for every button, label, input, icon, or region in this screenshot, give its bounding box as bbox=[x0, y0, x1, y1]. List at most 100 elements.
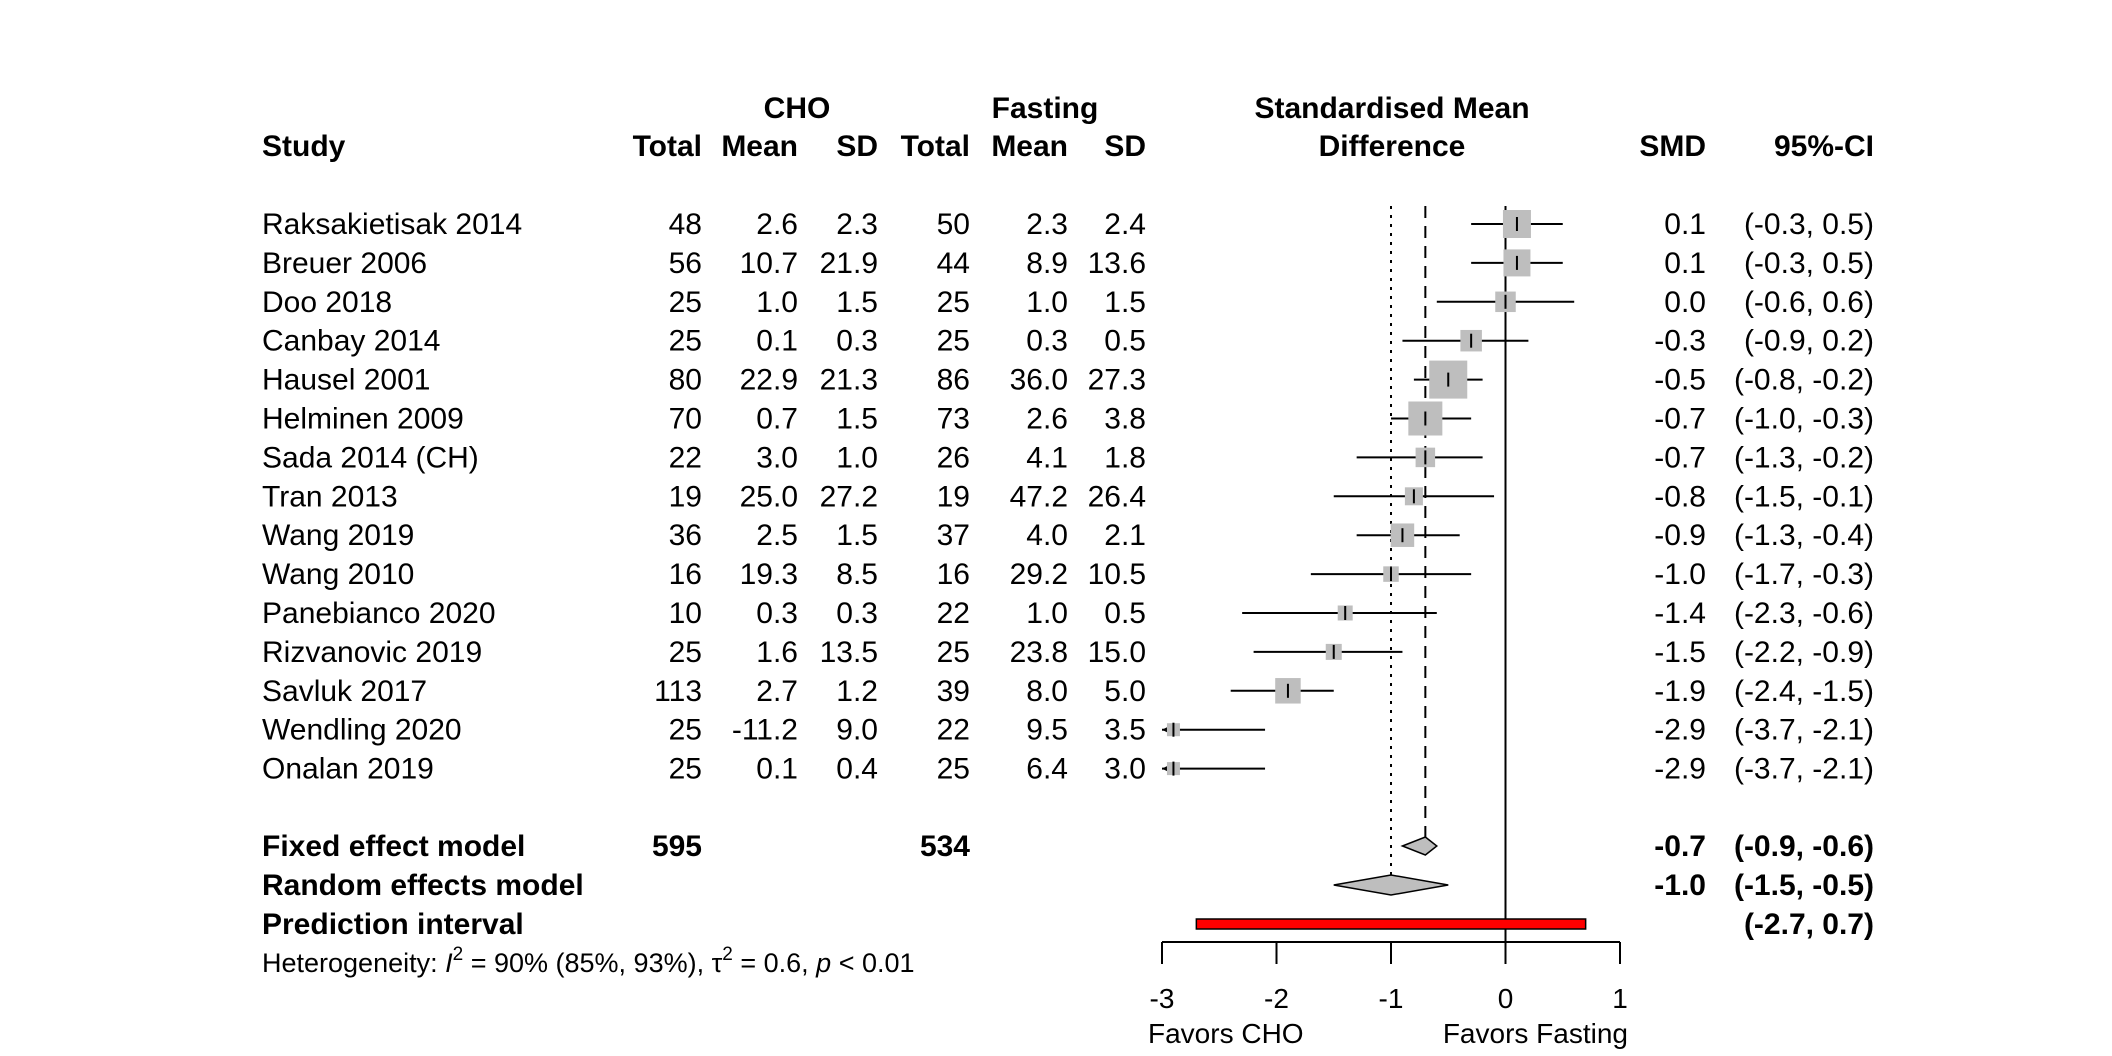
ci-value: (-2.4, -1.5) bbox=[1734, 675, 1874, 708]
fasting-mean: 2.3 bbox=[1026, 208, 1068, 241]
prediction-ci-value: (-2.7, 0.7) bbox=[1744, 908, 1874, 941]
header-fasting-total: Total bbox=[901, 130, 970, 163]
header-cho-mean: Mean bbox=[721, 130, 798, 163]
fasting-sd: 10.5 bbox=[1088, 558, 1146, 591]
fasting-sd: 2.1 bbox=[1104, 519, 1146, 552]
fasting-sd: 3.5 bbox=[1104, 714, 1146, 747]
fasting-sd: 27.3 bbox=[1088, 364, 1146, 397]
cho-mean: 1.6 bbox=[756, 636, 798, 669]
study-name: Wang 2010 bbox=[262, 558, 414, 591]
fixed-effect-label: Fixed effect model bbox=[262, 830, 525, 863]
cho-mean: 0.1 bbox=[756, 753, 798, 786]
ci-value: (-0.8, -0.2) bbox=[1734, 364, 1874, 397]
header-cho-total: Total bbox=[633, 130, 702, 163]
cho-total: 80 bbox=[669, 364, 702, 397]
study-name: Helminen 2009 bbox=[262, 403, 464, 436]
header-fasting-sd: SD bbox=[1104, 130, 1146, 163]
fasting-sd: 0.5 bbox=[1104, 597, 1146, 630]
cho-mean: 0.3 bbox=[756, 597, 798, 630]
random-smd-value: -1.0 bbox=[1654, 869, 1706, 902]
fasting-mean: 23.8 bbox=[1010, 636, 1068, 669]
cho-mean: 0.7 bbox=[756, 403, 798, 436]
smd-value: 0.1 bbox=[1664, 208, 1706, 241]
header-smd: SMD bbox=[1639, 130, 1706, 163]
fasting-total: 19 bbox=[937, 480, 970, 513]
fasting-mean: 36.0 bbox=[1010, 364, 1068, 397]
x-axis-tick-label: -2 bbox=[1264, 983, 1289, 1014]
study-name: Rizvanovic 2019 bbox=[262, 636, 482, 669]
study-name: Sada 2014 (CH) bbox=[262, 441, 479, 474]
fasting-mean: 6.4 bbox=[1026, 753, 1068, 786]
tau2-superscript: 2 bbox=[722, 944, 733, 965]
smd-value: 0.0 bbox=[1664, 286, 1706, 319]
study-name: Onalan 2019 bbox=[262, 753, 434, 786]
fasting-mean: 4.0 bbox=[1026, 519, 1068, 552]
fasting-mean: 9.5 bbox=[1026, 714, 1068, 747]
cho-total: 16 bbox=[669, 558, 702, 591]
cho-mean: 10.7 bbox=[740, 247, 798, 280]
study-name: Savluk 2017 bbox=[262, 675, 427, 708]
cho-sd: 27.2 bbox=[820, 480, 878, 513]
cho-total: 56 bbox=[669, 247, 702, 280]
fasting-sd: 3.8 bbox=[1104, 403, 1146, 436]
study-name: Canbay 2014 bbox=[262, 325, 440, 358]
ci-value: (-2.3, -0.6) bbox=[1734, 597, 1874, 630]
study-name: Wang 2019 bbox=[262, 519, 414, 552]
heterogeneity-text: Heterogeneity: I2 = 90% (85%, 93%), τ2 =… bbox=[262, 944, 915, 978]
study-name: Wendling 2020 bbox=[262, 714, 462, 747]
cho-sd: 1.0 bbox=[836, 441, 878, 474]
cho-mean: 0.1 bbox=[756, 325, 798, 358]
table-text-layer: CHO Fasting Standardised Mean Study Total Mea… bbox=[262, 92, 1874, 978]
smd-value: -1.4 bbox=[1654, 597, 1706, 630]
cho-sd: 21.3 bbox=[820, 364, 878, 397]
x-axis-tick-label: -1 bbox=[1379, 983, 1404, 1014]
ci-value: (-3.7, -2.1) bbox=[1734, 714, 1874, 747]
fasting-total: 25 bbox=[937, 636, 970, 669]
fixed-ci-value: (-0.9, -0.6) bbox=[1734, 830, 1874, 863]
cho-total: 70 bbox=[669, 403, 702, 436]
plot-area: -3 -2 -1 0 1 Favors CHO Favors Fasting bbox=[1148, 206, 1628, 1049]
fasting-mean: 8.0 bbox=[1026, 675, 1068, 708]
ci-value: (-3.7, -2.1) bbox=[1734, 753, 1874, 786]
smd-value: -1.5 bbox=[1654, 636, 1706, 669]
smd-value: -0.8 bbox=[1654, 480, 1706, 513]
ci-value: (-1.0, -0.3) bbox=[1734, 403, 1874, 436]
header-cho-sd: SD bbox=[836, 130, 878, 163]
study-name: Doo 2018 bbox=[262, 286, 392, 319]
cho-total: 113 bbox=[654, 675, 702, 708]
cho-sd: 0.3 bbox=[836, 325, 878, 358]
cho-total: 48 bbox=[669, 208, 702, 241]
fasting-total: 86 bbox=[937, 364, 970, 397]
cho-mean: 2.5 bbox=[756, 519, 798, 552]
x-axis-tick-label: 1 bbox=[1612, 983, 1628, 1014]
x-axis-left-label: Favors CHO bbox=[1148, 1018, 1304, 1049]
smd-value: -0.3 bbox=[1654, 325, 1706, 358]
fasting-total: 50 bbox=[937, 208, 970, 241]
tau2-symbol: τ bbox=[712, 948, 723, 978]
heterogeneity-prefix: Heterogeneity: bbox=[262, 948, 445, 978]
x-axis-tick-label: -3 bbox=[1150, 983, 1175, 1014]
fasting-total: 39 bbox=[937, 675, 970, 708]
cho-total: 36 bbox=[669, 519, 702, 552]
cho-total: 25 bbox=[669, 325, 702, 358]
cho-mean: 25.0 bbox=[740, 480, 798, 513]
cho-total: 19 bbox=[669, 480, 702, 513]
header-plot-title-line1: Standardised Mean bbox=[1254, 92, 1529, 125]
fasting-mean: 8.9 bbox=[1026, 247, 1068, 280]
header-group-cho: CHO bbox=[764, 92, 831, 125]
fasting-mean: 1.0 bbox=[1026, 597, 1068, 630]
cho-total: 10 bbox=[669, 597, 702, 630]
i2-symbol: I bbox=[445, 948, 453, 978]
smd-value: 0.1 bbox=[1664, 247, 1706, 280]
fixed-fasting-total: 534 bbox=[920, 830, 970, 863]
fasting-total: 25 bbox=[937, 753, 970, 786]
cho-mean: 19.3 bbox=[740, 558, 798, 591]
fasting-sd: 1.8 bbox=[1104, 441, 1146, 474]
fasting-sd: 1.5 bbox=[1104, 286, 1146, 319]
random-effects-diamond bbox=[1333, 874, 1449, 896]
p-symbol: p bbox=[815, 948, 831, 978]
fasting-mean: 1.0 bbox=[1026, 286, 1068, 319]
fasting-sd: 0.5 bbox=[1104, 325, 1146, 358]
cho-sd: 1.5 bbox=[836, 286, 878, 319]
fasting-mean: 2.6 bbox=[1026, 403, 1068, 436]
